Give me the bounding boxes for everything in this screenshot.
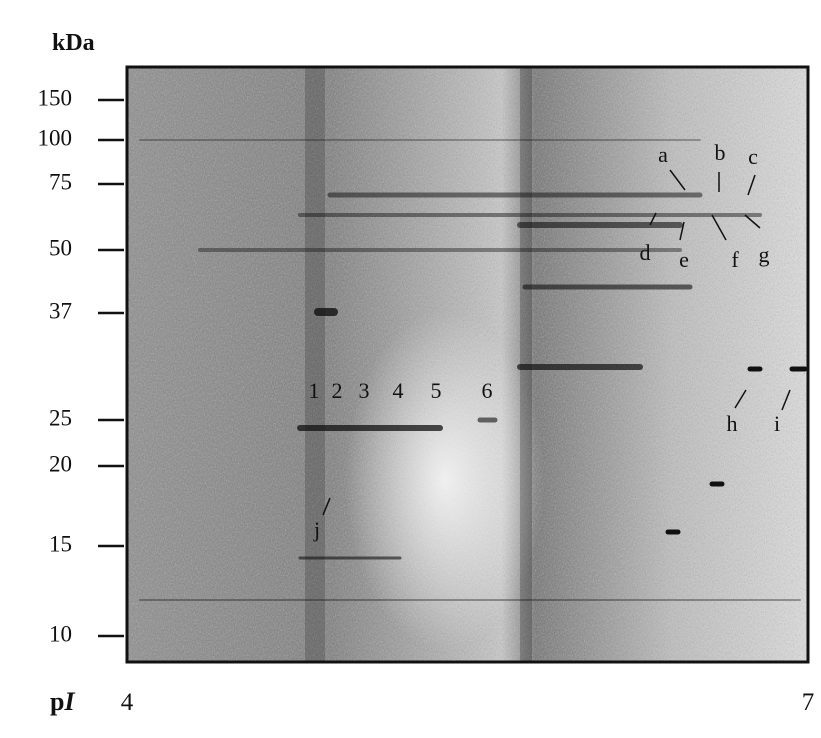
spot-number: 4: [393, 378, 404, 403]
spot-letter: h: [727, 411, 738, 436]
y-tick-label: 50: [49, 235, 72, 260]
y-tick-label: 75: [49, 169, 72, 194]
x-axis-label-italic: I: [63, 687, 75, 716]
spot-letter: g: [759, 242, 770, 267]
spot-letter: f: [731, 247, 739, 272]
y-tick-label: 37: [49, 298, 72, 323]
spot-number: 2: [332, 378, 343, 403]
spot-letter: c: [748, 144, 758, 169]
spot-letter: b: [715, 140, 726, 165]
x-axis-label: pI: [50, 687, 75, 716]
spot-number: 5: [431, 378, 442, 403]
x-tick-label: 7: [802, 689, 815, 716]
spot-number: 3: [359, 378, 370, 403]
tick-marks: [98, 98, 124, 638]
x-tick-label: 4: [121, 689, 134, 716]
y-axis-unit: kDa: [52, 30, 95, 56]
y-tick-label: 15: [49, 531, 72, 556]
y-tick-label: 10: [49, 621, 72, 646]
spot-number: 6: [482, 378, 493, 403]
spot-letter: d: [640, 240, 651, 265]
spot-letter: a: [658, 142, 668, 167]
x-axis-label-main: p: [50, 687, 64, 716]
spot-letter: i: [774, 411, 780, 436]
spot-letter: j: [313, 517, 320, 542]
gel-image: [125, 65, 810, 664]
y-tick-label: 100: [38, 125, 73, 150]
spot-number: 1: [309, 378, 320, 403]
y-tick-label: 150: [38, 85, 73, 110]
y-tick-label: 20: [49, 451, 72, 476]
y-tick-label: 25: [49, 405, 72, 430]
pointer-lines: [322, 169, 791, 516]
spot-letter: e: [679, 247, 689, 272]
